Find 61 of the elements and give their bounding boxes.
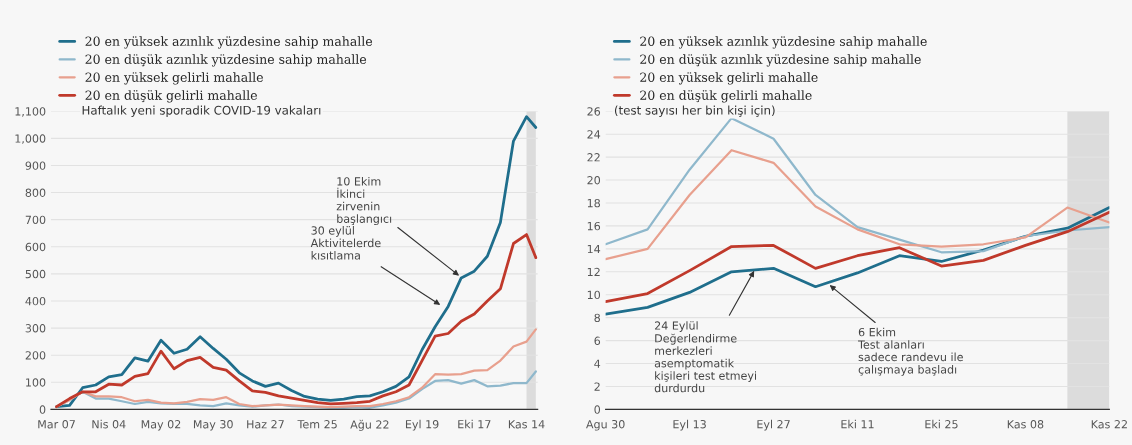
y-tick-label: 18: [587, 198, 600, 208]
line-series: [605, 210, 1110, 303]
legend-label: 20 en düşük gelirli mahalle: [640, 90, 812, 103]
x-tick-label: May 30: [193, 420, 233, 431]
y-tick-label: 200: [25, 351, 46, 360]
y-tick-label: 24: [587, 130, 601, 139]
x-tick-label: Eyl 19: [405, 419, 439, 431]
legend-label: 20 en düşük azınlık yüzdesine sahip mahalle: [640, 54, 921, 67]
y-tick-label: 8: [594, 313, 600, 323]
y-tick-label: 800: [25, 188, 46, 197]
annotation: 6 Ekim Test alanları sadece randevu ile çalışmaya başladı: [858, 327, 963, 376]
x-tick-label: Mar 07: [38, 420, 75, 429]
annotation: 24 Eylül Değerlendirme merkezleri asemptomatik kişileri test etmeyi durdurdu: [654, 321, 756, 393]
legend-label: 20 en yüksek gelirli mahalle: [85, 72, 263, 85]
annotation: 10 Ekim İkinci zirvenin başlangıcı: [336, 176, 392, 226]
x-tick-label: Nis 04: [92, 419, 126, 429]
y-tick-label: 22: [587, 153, 600, 162]
y-tick-label: 6: [594, 336, 601, 345]
legend-label: 20 en yüksek azınlık yüzdesine sahip mahalle: [85, 36, 373, 49]
x-tick-label: May 02: [141, 420, 181, 431]
line-series: [605, 117, 1110, 254]
x-tick-label: Eki 17: [458, 419, 491, 429]
y-tick-label: 26: [587, 107, 601, 116]
y-tick-label: 1,000: [15, 134, 46, 144]
legend-label: 20 en düşük gelirli mahalle: [85, 90, 257, 103]
y-tick-label: 400: [25, 296, 46, 306]
y-tick-label: 1,100: [15, 107, 46, 117]
y-tick-label: 600: [25, 242, 46, 252]
x-tick-label: Haz 27: [247, 420, 284, 429]
y-tick-label: 2: [594, 382, 600, 391]
y-tick-label: 14: [587, 244, 601, 254]
y-tick-label: 700: [25, 215, 46, 225]
x-tick-label: Eki 11: [841, 419, 874, 429]
y-tick-label: 0: [594, 405, 601, 414]
y-tick-label: 500: [25, 269, 46, 279]
legend-label: 20 en yüksek gelirli mahalle: [640, 72, 818, 85]
x-tick-label: Kas 08: [1007, 420, 1044, 429]
x-tick-label: Eki 25: [925, 419, 958, 429]
y-tick-label: 900: [25, 161, 46, 170]
x-tick-label: Tem 25: [297, 420, 337, 429]
y-tick-label: 16: [587, 221, 601, 231]
annotation: 30 eylül Aktivitelerde kısıtlama: [310, 226, 381, 260]
x-tick-label: Agu 30: [586, 420, 625, 431]
y-tick-label: 12: [587, 267, 600, 277]
legend-label: 20 en düşük azınlık yüzdesine sahip mahalle: [85, 54, 367, 67]
x-tick-label: Kas 22: [1091, 420, 1127, 429]
x-tick-label: Kas 14: [508, 420, 545, 429]
legend-label: 20 en yüksek azınlık yüzdesine sahip mahalle: [640, 36, 927, 49]
y-tick-label: 100: [26, 378, 46, 387]
y-tick-label: 300: [25, 324, 46, 333]
line-series: [55, 115, 538, 409]
line-series: [605, 149, 1110, 261]
y-tick-label: 4: [594, 359, 601, 368]
x-tick-label: Eyl 13: [673, 419, 706, 431]
y-tick-label: 20: [587, 176, 601, 185]
y-axis-title: Haftalık yeni sporadik COVID-19 vakaları: [82, 105, 321, 117]
x-tick-label: Eyl 27: [757, 419, 790, 431]
y-tick-label: 0: [39, 405, 46, 414]
x-tick-label: Ağu 22: [350, 419, 389, 431]
y-tick-label: 10: [587, 290, 601, 300]
y-axis-title: (test sayısı her bin kişi için): [614, 105, 775, 117]
